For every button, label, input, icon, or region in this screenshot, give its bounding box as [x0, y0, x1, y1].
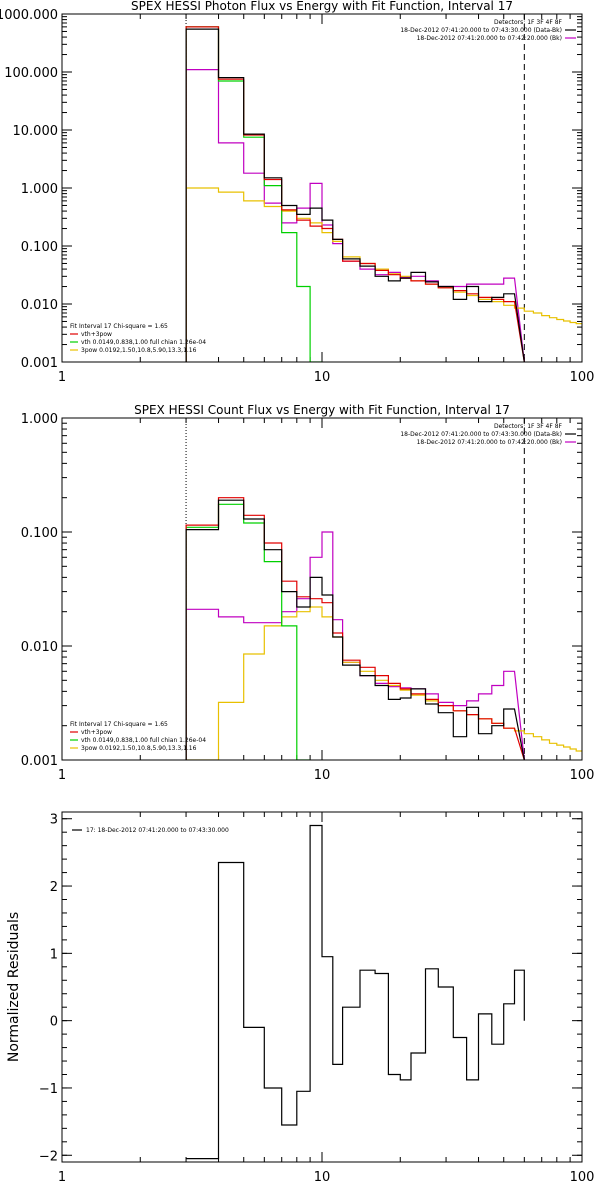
chart-title: SPEX HESSI Photon Flux vs Energy with Fi… [131, 0, 513, 13]
y-tick-label: 1 [50, 947, 58, 962]
legend-bottom-text: vth 0.0149,0.838,1.00 full chian 1.26e-0… [81, 339, 206, 346]
plot-frame [61, 417, 583, 761]
series-bkg [185, 69, 525, 362]
x-tick-label: 1 [58, 1170, 66, 1185]
series-data [186, 824, 525, 1160]
legend-bottom-text: vth 0.0149,0.838,1.00 full chian 1.26e-0… [81, 737, 206, 744]
series-bpow [186, 606, 582, 760]
y-tick-label: 1000.000 [0, 8, 58, 23]
series-vth [185, 503, 311, 760]
legend-bottom-text: vth+3pow [81, 331, 112, 338]
residuals-panel: Normalized Residuals 1 10 100 −2 −1 0 1 2 3 17: 18… [6, 811, 595, 1185]
y-tick-label: 0.001 [21, 754, 58, 769]
y-axis-label: Normalized Residuals [6, 912, 22, 1062]
photon-flux-panel: SPEX HESSI Photon Flux vs Energy with Fi… [0, 0, 594, 385]
y-tick-label: 0.100 [21, 526, 58, 541]
y-tick-label: −2 [39, 1149, 58, 1164]
legend-bottom-text: Fit Interval 17 Chi-square = 1.65 [70, 721, 168, 728]
legend-bottom-text: 3pow 0.0192,1.50,10.8,5.90,13.3,1.16 [81, 745, 197, 752]
legend-top-text: Detectors: 1F 3F 4F 8F [494, 19, 563, 26]
series-vth [185, 26, 322, 362]
y-tick-label: 0 [50, 1015, 58, 1030]
series-total [185, 497, 525, 760]
y-tick-label: 0.100 [21, 240, 58, 255]
x-tick-label: 10 [314, 370, 331, 385]
y-tick-label: 100.000 [4, 66, 58, 81]
plot-frame [61, 13, 583, 363]
legend-bottom-text: Fit Interval 17 Chi-square = 1.65 [70, 323, 168, 330]
x-tick-label: 1 [58, 370, 66, 385]
series-data [185, 28, 525, 362]
x-tick-label: 100 [570, 1170, 595, 1185]
legend-top-text: 18-Dec-2012 07:41:20.000 to 07:42:20.000… [417, 35, 562, 42]
y-tick-label: −1 [39, 1082, 58, 1097]
chart-title: SPEX HESSI Count Flux vs Energy with Fit… [134, 403, 510, 417]
x-tick-label: 10 [314, 1170, 331, 1185]
x-tick-label: 10 [314, 768, 331, 783]
x-tick-label: 100 [570, 370, 595, 385]
series-bkg [185, 531, 525, 760]
legend-top-text: 18-Dec-2012 07:41:20.000 to 07:42:20.000… [417, 439, 562, 446]
series-data [185, 499, 525, 760]
y-tick-label: 0.010 [21, 640, 58, 655]
plot-frame [61, 811, 583, 1163]
legend-top-text: 18-Dec-2012 07:41:20.000 to 07:43:30.000… [400, 27, 562, 34]
y-tick-label: 3 [50, 813, 58, 828]
legend-bottom-text: vth+3pow [81, 729, 112, 736]
y-tick-label: 1.000 [21, 412, 58, 427]
y-tick-label: 0.010 [21, 298, 58, 313]
legend-top-text: 17: 18-Dec-2012 07:41:20.000 to 07:43:30… [86, 827, 229, 834]
y-tick-label: 2 [50, 880, 58, 895]
legend-bottom-text: 3pow 0.0192,1.50,10.8,5.90,13.3,1.16 [81, 347, 197, 354]
legend-top-text: 18-Dec-2012 07:41:20.000 to 07:43:30.000… [400, 431, 562, 438]
count-flux-panel: SPEX HESSI Count Flux vs Energy with Fit… [21, 403, 595, 783]
y-tick-label: 1.000 [21, 182, 58, 197]
legend-top-text: Detectors: 1F 3F 4F 8F [494, 423, 563, 430]
x-tick-label: 1 [58, 768, 66, 783]
y-tick-label: 0.001 [21, 356, 58, 371]
x-tick-label: 100 [570, 768, 595, 783]
y-tick-label: 10.000 [13, 124, 59, 139]
